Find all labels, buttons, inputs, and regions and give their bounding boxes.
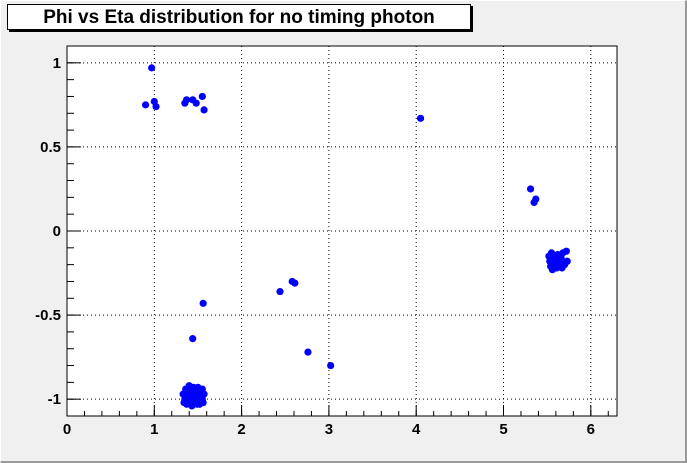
x-tick-label: 2 — [237, 421, 245, 438]
data-point — [553, 264, 561, 272]
data-point — [199, 299, 207, 307]
data-point — [182, 393, 190, 402]
data-point — [187, 393, 195, 402]
chart-title-box: Phi vs Eta distribution for no timing ph… — [7, 4, 471, 30]
data-point — [563, 257, 571, 265]
data-point — [189, 383, 198, 392]
y-tick-label: 1 — [53, 55, 61, 72]
data-point — [532, 195, 540, 203]
grid-lines — [67, 46, 617, 416]
y-tick-label: 0.5 — [40, 139, 61, 156]
data-point — [148, 64, 156, 72]
data-point — [558, 264, 566, 272]
data-point — [291, 279, 299, 287]
data-point — [556, 255, 564, 264]
data-point — [152, 102, 160, 111]
data-point — [546, 257, 554, 265]
data-point — [276, 287, 284, 296]
x-tick-label: 3 — [325, 421, 333, 438]
x-tick-label: 5 — [499, 421, 507, 438]
data-points — [141, 64, 571, 410]
y-tick-label: 0 — [53, 223, 61, 240]
data-point — [198, 395, 206, 403]
data-point — [526, 185, 535, 193]
x-tick-label: 0 — [63, 421, 71, 438]
x-tick-label: 4 — [412, 421, 421, 438]
y-tick-label: -0.5 — [35, 307, 61, 324]
x-tick-label: 1 — [150, 421, 158, 438]
data-point — [189, 335, 197, 343]
y-tick-label: -1 — [48, 391, 61, 408]
x-tick-label: 6 — [587, 421, 595, 438]
data-point — [327, 361, 335, 370]
data-point — [551, 252, 559, 260]
data-point — [304, 348, 312, 356]
data-point — [196, 387, 204, 395]
data-point — [200, 106, 208, 114]
data-point — [192, 99, 200, 107]
data-point — [416, 114, 425, 122]
data-point — [193, 400, 201, 408]
plot-area — [66, 45, 618, 417]
axes: 0 1 2 3 4 5 6 -1 -0.5 0 0.5 1 — [35, 45, 609, 438]
data-point — [141, 101, 150, 109]
data-point — [562, 247, 570, 255]
data-point — [198, 92, 206, 101]
data-point — [183, 96, 191, 104]
chart-title: Phi vs Eta distribution for no timing ph… — [43, 7, 435, 28]
data-point — [184, 387, 192, 395]
